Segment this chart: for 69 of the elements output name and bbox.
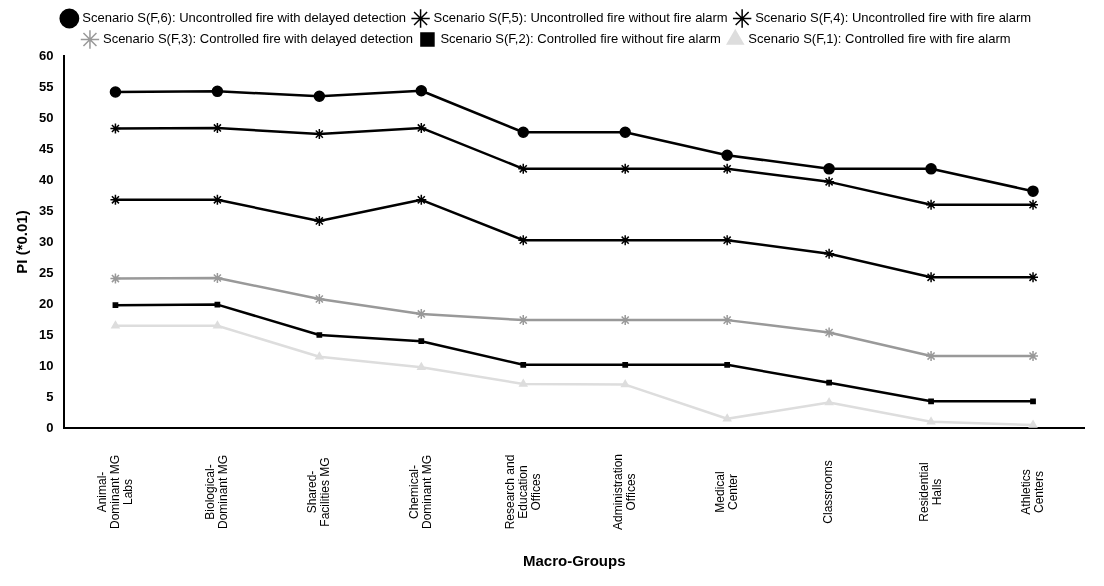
point (111, 320, 120, 329)
point (823, 176, 835, 188)
y-tick-label: 5 (46, 388, 54, 404)
point (313, 293, 326, 305)
point (517, 234, 529, 246)
x-tick-label: Residential Halls (916, 462, 944, 522)
x-tick-label: Medical Center (712, 471, 740, 513)
x-tick-label: Research and Education Offices (502, 454, 543, 530)
point (211, 85, 224, 98)
point (415, 84, 428, 97)
y-tick-label: 35 (38, 202, 54, 218)
y-tick-label: 20 (38, 295, 54, 311)
x-tick-label: Administration Offices (611, 453, 639, 531)
x-tick-label: Biological-Dominant MG (203, 454, 231, 530)
legend-label: Scenario S(F,5): Uncontrolled fire without fire alarm (433, 10, 728, 26)
point (722, 413, 732, 422)
point (315, 351, 324, 360)
point (622, 361, 629, 368)
point (112, 302, 119, 309)
y-tick-label: 30 (38, 233, 54, 249)
legend-label: Scenario S(F,3): Controlled fire with delayed detection (102, 31, 413, 47)
point (1028, 420, 1038, 428)
x-axis-title: Macro-Groups (522, 552, 626, 570)
point (925, 163, 937, 175)
point (926, 417, 936, 425)
point (724, 361, 731, 368)
point (313, 215, 326, 227)
y-tick-label: 50 (38, 109, 54, 125)
legend-label: Scenario S(F,6): Uncontrolled fire with delayed detection (82, 10, 407, 26)
point (620, 379, 630, 388)
x-tick-label: Chemical-Dominant MG (407, 454, 435, 530)
point (313, 90, 326, 103)
y-tick-label: 25 (38, 264, 54, 280)
point (109, 86, 122, 98)
x-tick-label: Shared-Facilities MG (305, 457, 333, 527)
legend-label: Scenario S(F,4): Uncontrolled fire with fire alarm (755, 10, 1032, 26)
point (520, 361, 527, 368)
y-tick-label: 60 (38, 47, 54, 63)
point (721, 149, 733, 161)
point (824, 397, 834, 406)
y-tick-label: 40 (38, 171, 54, 187)
point (517, 163, 529, 175)
y-tick-label: 55 (38, 78, 54, 94)
point (517, 126, 529, 139)
y-tick-label: 15 (38, 326, 54, 342)
y-axis-title: PI (*0.01) (13, 210, 31, 274)
x-tick-label: Classrooms (821, 460, 836, 524)
point (109, 122, 122, 135)
y-tick-label: 10 (38, 357, 54, 373)
x-tick-label: Athletics Centers (1018, 469, 1046, 515)
point (1030, 398, 1036, 405)
point (417, 362, 426, 370)
x-tick-label: Animal-Dominant MG Labs (94, 454, 135, 530)
y-tick-label: 45 (38, 140, 54, 156)
legend-label: Scenario S(F,2): Controlled fire without fire alarm (440, 31, 721, 47)
point (316, 332, 323, 338)
point (823, 326, 835, 339)
point (823, 248, 835, 260)
y-tick-label: 0 (46, 419, 54, 435)
point (823, 163, 835, 175)
point (418, 338, 425, 345)
point (415, 194, 428, 206)
legend-label: Scenario S(F,1): Controlled fire with fire alarm (748, 31, 1011, 47)
point (928, 398, 934, 405)
point (519, 379, 528, 387)
point (1027, 185, 1039, 197)
point (826, 379, 832, 386)
point (213, 320, 222, 329)
point (619, 126, 631, 139)
